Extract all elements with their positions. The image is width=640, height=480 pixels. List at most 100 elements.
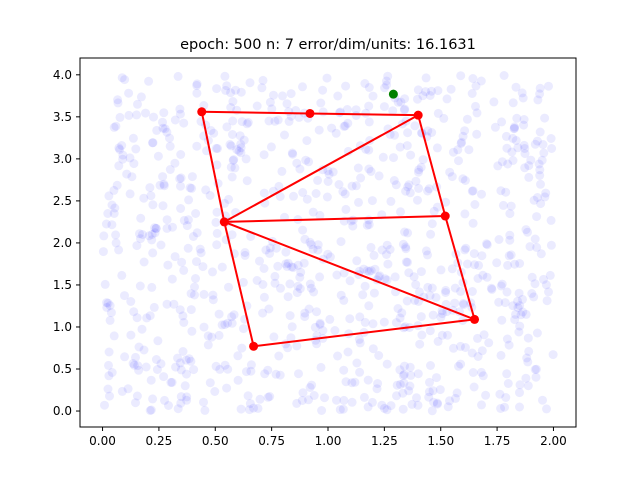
sample-point (223, 318, 233, 328)
sample-point (471, 101, 480, 111)
sample-point (479, 330, 489, 340)
sample-point (151, 223, 161, 233)
sample-point (441, 285, 451, 295)
sample-point (510, 259, 520, 269)
sample-point (407, 399, 417, 409)
sample-point (386, 196, 396, 206)
sample-point (323, 177, 333, 186)
sample-point (309, 391, 319, 400)
sample-point (214, 309, 224, 319)
sample-point (518, 294, 527, 304)
sample-point (367, 196, 377, 206)
sample-point (113, 98, 123, 108)
sample-point (199, 289, 209, 299)
sample-point (109, 122, 119, 132)
sample-point (413, 195, 422, 205)
sample-point (310, 322, 320, 332)
sample-point (159, 108, 169, 118)
sample-point (350, 377, 360, 387)
sample-point (414, 167, 423, 177)
sample-point (150, 228, 160, 238)
sample-point (339, 295, 349, 305)
sample-point (105, 301, 115, 311)
sample-point (335, 405, 345, 415)
sample-point (374, 272, 384, 282)
sample-point (176, 398, 186, 408)
sample-point (136, 234, 145, 244)
sample-point (235, 131, 245, 141)
sample-point (532, 242, 542, 252)
sample-point (414, 287, 424, 297)
sample-point (401, 186, 411, 196)
sample-point (273, 261, 283, 271)
sample-point (533, 193, 542, 202)
sample-point (368, 319, 378, 329)
sample-point (296, 267, 306, 277)
sample-point (382, 275, 392, 285)
sample-point (340, 189, 350, 199)
sample-point (104, 360, 113, 370)
sample-point (178, 347, 188, 356)
sample-point (510, 315, 520, 325)
sample-point (467, 186, 477, 196)
sample-point (450, 283, 460, 293)
sample-point (263, 365, 273, 375)
sample-point (307, 380, 317, 390)
sample-point (392, 380, 402, 390)
sample-point (460, 176, 470, 185)
sample-point (454, 156, 463, 166)
sample-point (191, 274, 200, 283)
sample-point (146, 191, 156, 201)
sample-point (536, 199, 546, 209)
sample-point (274, 181, 284, 191)
sample-point (289, 191, 298, 201)
sample-point (292, 341, 302, 351)
y-tick-label: 3.0 (53, 152, 72, 166)
sample-point (104, 371, 114, 381)
sample-point (184, 195, 194, 205)
sample-point (445, 167, 455, 177)
sample-point (106, 308, 116, 318)
sample-point (403, 228, 413, 238)
sample-point (487, 284, 497, 294)
sample-point (188, 232, 198, 241)
sample-point (167, 377, 177, 387)
sample-point (236, 139, 246, 149)
sample-point (281, 247, 291, 257)
sample-point (195, 244, 205, 254)
sample-point (151, 355, 161, 364)
sample-point (199, 397, 208, 407)
sample-point (364, 267, 374, 276)
sample-point (259, 264, 269, 273)
sample-point (226, 103, 236, 112)
sample-point (456, 71, 466, 81)
y-tick-label: 2.5 (53, 194, 72, 208)
sample-point (366, 167, 376, 176)
sample-point (282, 261, 292, 271)
sample-point (339, 121, 349, 131)
sample-point (245, 399, 255, 409)
sample-point (264, 304, 274, 314)
sample-point (133, 361, 143, 371)
sample-point (192, 228, 202, 238)
sample-point (173, 404, 183, 414)
sample-point (401, 244, 411, 254)
sample-point (533, 95, 543, 105)
sample-point (102, 302, 112, 312)
sample-point (192, 80, 202, 90)
graph-node (305, 108, 315, 118)
sample-point (207, 332, 217, 342)
sample-point (257, 83, 267, 93)
sample-point (103, 298, 113, 308)
sample-point (160, 395, 169, 405)
sample-point (358, 290, 368, 300)
sample-point (523, 357, 533, 367)
sample-point (502, 334, 512, 344)
sample-point (542, 296, 552, 306)
sample-point (398, 371, 408, 380)
sample-point (502, 143, 512, 153)
sample-point (423, 250, 432, 260)
sample-point (532, 212, 542, 222)
sample-point (315, 320, 325, 329)
sample-point (134, 365, 144, 375)
